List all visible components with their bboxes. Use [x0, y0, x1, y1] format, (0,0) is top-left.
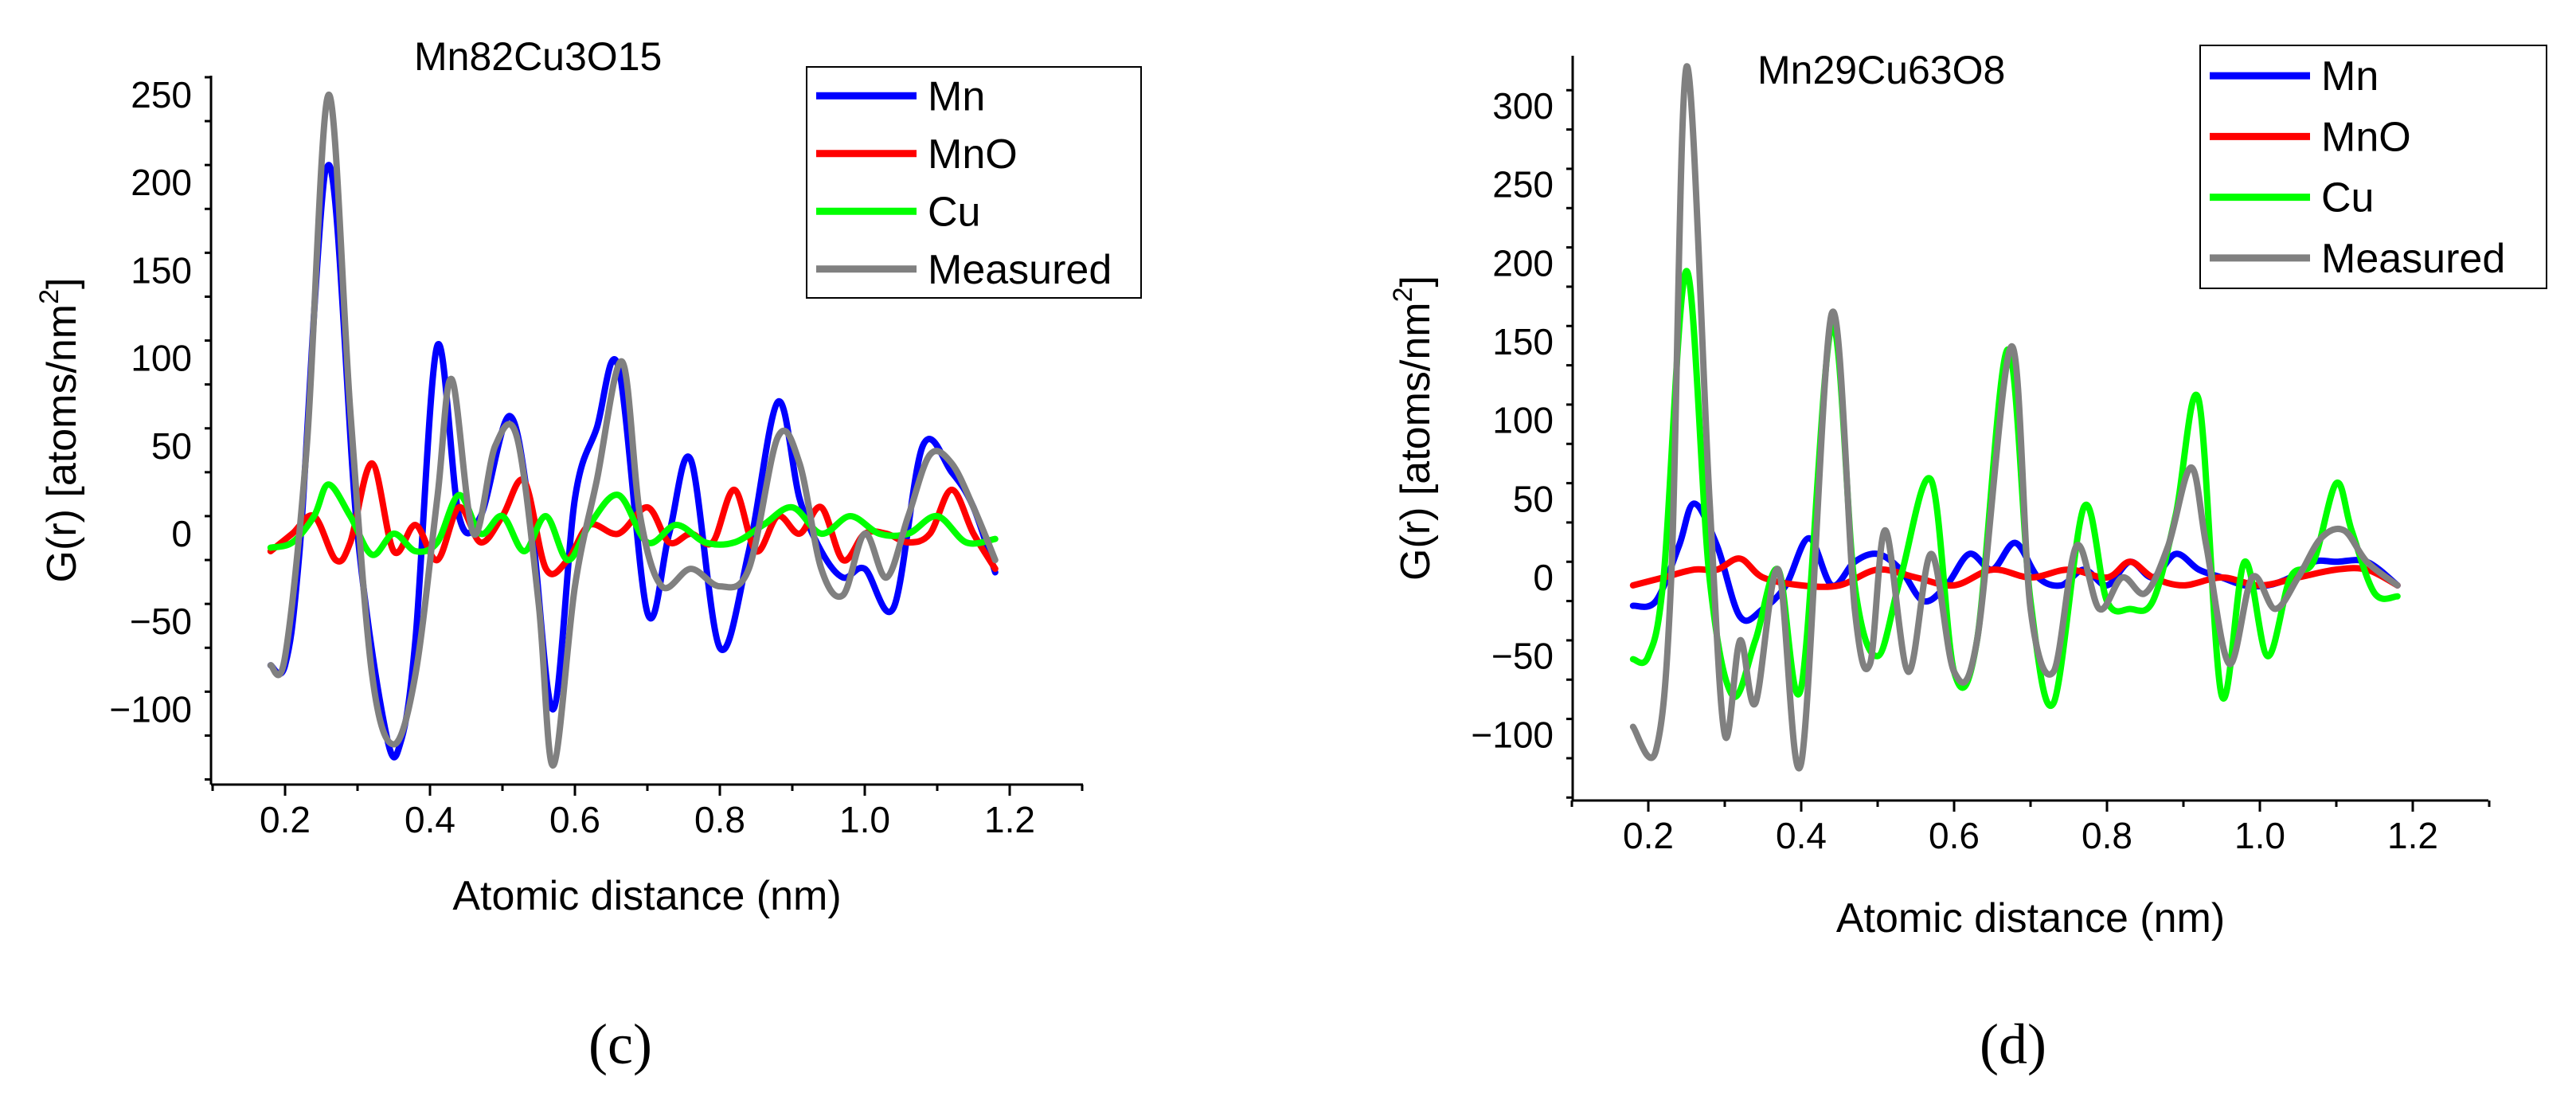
caption-c: (c) [588, 1012, 652, 1076]
series-line-cu [267, 481, 999, 564]
y-tick-label: 200 [131, 162, 192, 203]
legend-box [806, 66, 1142, 299]
x-tick-label: 1.0 [2234, 815, 2285, 856]
legend-label-cu: Cu [2321, 175, 2374, 221]
legend-label-mno: MnO [2321, 114, 2411, 160]
chart-title: Mn82Cu3O15 [414, 34, 662, 79]
chart-title: Mn29Cu63O8 [1757, 48, 2005, 92]
x-tick-label: 0.4 [405, 799, 455, 840]
y-tick-label: 150 [131, 249, 192, 291]
y-tick-label: 100 [131, 338, 192, 379]
y-tick-label: 100 [1492, 400, 1554, 441]
y-axis-label-main: G(r) [atoms/nm [1393, 302, 1439, 581]
y-tick-label: 300 [1492, 85, 1554, 127]
y-tick-label: −100 [1471, 714, 1554, 755]
series-line-cu [1629, 268, 2401, 709]
y-tick-label: 250 [131, 74, 192, 115]
legend-box [2199, 45, 2547, 289]
x-axis-label: Atomic distance (nm) [452, 873, 841, 919]
x-tick-label: 1.0 [839, 799, 890, 840]
x-tick-label: 0.4 [1776, 815, 1827, 856]
x-tick-label: 0.8 [2082, 815, 2132, 856]
chart-panel-d: −100 −50 0 50 100 150 200 250 300 0.2 0.4 0.6 0.8 1.0… [1388, 45, 2547, 941]
x-tick-label: 1.2 [2387, 815, 2438, 856]
y-tick-label: 0 [171, 513, 192, 554]
y-tick-label: −50 [130, 601, 192, 642]
x-tick-label: 0.8 [694, 799, 745, 840]
chart-panel-c: −100 −50 0 50 100 150 200 250 0.2 0.4 0.6 0.8 1.0 1.2… [34, 34, 1142, 919]
y-tick-label: −50 [1491, 636, 1554, 677]
series-line-measured [1629, 63, 2401, 772]
y-tick-label: 50 [151, 425, 192, 467]
x-tick-label: 1.2 [984, 799, 1035, 840]
y-axis-label: G(r) [atoms/nm2] [34, 278, 85, 583]
series-line-mno [1629, 555, 2401, 590]
y-axis-label: G(r) [atoms/nm2] [1388, 276, 1439, 581]
caption-d: (d) [1980, 1012, 2046, 1076]
x-tick-label: 0.2 [260, 799, 311, 840]
legend-label-mno: MnO [928, 131, 1018, 178]
y-tick-label: 200 [1492, 242, 1554, 284]
legend-label-cu: Cu [928, 189, 980, 235]
y-tick-label: 150 [1492, 321, 1554, 362]
legend-label-measured: Measured [2321, 236, 2505, 282]
y-axis-label-superscript: 2 [1388, 287, 1418, 302]
x-tick-label: 0.6 [549, 799, 600, 840]
y-tick-label: 0 [1533, 557, 1554, 598]
legend-label-mn: Mn [928, 73, 985, 119]
y-axis-label-close: ] [39, 278, 85, 289]
y-tick-label: −100 [109, 688, 192, 730]
x-tick-label: 0.2 [1623, 815, 1674, 856]
y-axis-label-main: G(r) [atoms/nm [39, 304, 85, 583]
series-line-measured [267, 91, 999, 769]
x-tick-label: 0.6 [1929, 815, 1980, 856]
y-tick-label: 50 [1513, 478, 1554, 519]
y-axis-label-close: ] [1393, 276, 1439, 287]
x-axis-label: Atomic distance (nm) [1836, 895, 2225, 941]
legend-label-measured: Measured [928, 247, 1112, 293]
legend-label-mn: Mn [2321, 53, 2379, 100]
y-tick-label: 250 [1492, 164, 1554, 206]
y-axis-label-superscript: 2 [34, 289, 64, 304]
